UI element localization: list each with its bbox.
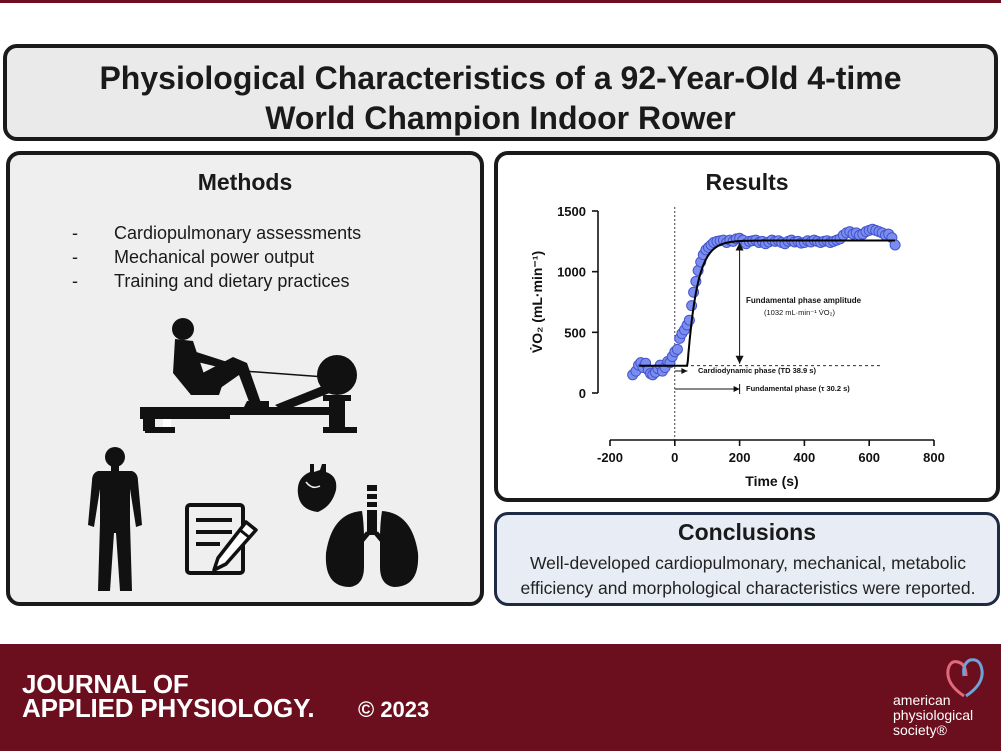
methods-item: - Mechanical power output bbox=[72, 245, 361, 269]
x-tick-label: 600 bbox=[858, 450, 880, 465]
x-tick-label: 800 bbox=[923, 450, 945, 465]
methods-item-label: Cardiopulmonary assessments bbox=[114, 223, 362, 243]
methods-heading: Methods bbox=[197, 169, 293, 195]
journal-footer: JOURNAL OF APPLIED PHYSIOLOGY. © 2023 am… bbox=[0, 644, 1001, 751]
human-body-icon bbox=[88, 447, 142, 591]
title-line-2: World Champion Indoor Rower bbox=[265, 100, 736, 136]
fundamental-arrow-head bbox=[733, 386, 740, 392]
results-panel: Results 0 500 1000 1500 -200 0 200 400 600 800 Tim… bbox=[494, 151, 1000, 502]
bullet-dash: - bbox=[72, 247, 78, 267]
conclusions-heading: Conclusions bbox=[677, 519, 816, 545]
methods-list: - Cardiopulmonary assessments - Mechanical… bbox=[72, 221, 361, 293]
heart-icon bbox=[297, 464, 337, 512]
amplitude-value: (1032 mL·min⁻¹ V̇O₂) bbox=[764, 308, 836, 317]
methods-item-label: Mechanical power output bbox=[114, 247, 315, 267]
bullet-dash: - bbox=[72, 223, 78, 243]
y-axis-label: V̇O₂ (mL·min⁻¹) bbox=[529, 251, 545, 353]
methods-panel: Methods - Cardiopulmonary assessments - Me… bbox=[6, 151, 484, 606]
conclusions-panel: Conclusions Well-developed cardiopulmona… bbox=[494, 512, 1000, 606]
journal-name-line-2: APPLIED PHYSIOLOGY. bbox=[22, 693, 315, 723]
x-tick-label: 400 bbox=[794, 450, 816, 465]
x-tick-label: 200 bbox=[729, 450, 751, 465]
society-logo-icon bbox=[946, 658, 984, 698]
fit-curve bbox=[639, 239, 896, 367]
amplitude-title: Fundamental phase amplitude bbox=[746, 296, 862, 305]
rowing-machine-icon bbox=[140, 318, 357, 433]
title-line-1: Physiological Characteristics of a 92-Ye… bbox=[99, 60, 902, 96]
chart-annotations: Fundamental phase amplitude (1032 mL·min… bbox=[674, 242, 862, 394]
y-tick-label: 1500 bbox=[557, 204, 586, 219]
journal-name: JOURNAL OF APPLIED PHYSIOLOGY. bbox=[22, 669, 315, 723]
cardiodynamic-label: Cardiodynamic phase (TD 38.9 s) bbox=[698, 366, 816, 375]
data-point bbox=[889, 239, 901, 251]
data-point bbox=[671, 343, 683, 355]
vo2-kinetics-chart: 0 500 1000 1500 -200 0 200 400 600 800 Time (s) V̇O… bbox=[529, 204, 945, 489]
bullet-dash: - bbox=[72, 271, 78, 291]
y-tick-label: 1000 bbox=[557, 265, 586, 280]
y-tick-label: 500 bbox=[564, 325, 586, 340]
amplitude-arrow-head-down bbox=[735, 355, 744, 364]
lungs-icon bbox=[325, 485, 419, 587]
x-tick-label: -200 bbox=[597, 450, 623, 465]
methods-item: - Training and dietary practices bbox=[72, 269, 361, 293]
x-axis-label: Time (s) bbox=[745, 473, 798, 489]
society-name: american physiological society® bbox=[893, 693, 973, 738]
x-tick-label: 0 bbox=[671, 450, 678, 465]
page-title: Physiological Characteristics of a 92-Ye… bbox=[7, 58, 994, 138]
title-panel: Physiological Characteristics of a 92-Ye… bbox=[3, 44, 998, 141]
methods-item: - Cardiopulmonary assessments bbox=[72, 221, 361, 245]
top-rule bbox=[0, 0, 1001, 3]
conclusions-text: Well-developed cardiopulmonary, mechanic… bbox=[520, 553, 976, 598]
chart-fit bbox=[639, 239, 896, 367]
society-name-line-2: physiological bbox=[893, 707, 974, 723]
y-tick-label: 0 bbox=[579, 386, 586, 401]
copyright-notice: © 2023 bbox=[358, 697, 430, 722]
fundamental-label: Fundamental phase (τ 30.2 s) bbox=[746, 384, 850, 393]
society-name-line-1: american bbox=[893, 692, 951, 708]
methods-item-label: Training and dietary practices bbox=[114, 271, 350, 291]
journal-name-line-1: JOURNAL OF bbox=[22, 669, 189, 699]
amplitude-arrow-head-up bbox=[735, 242, 744, 251]
results-heading: Results bbox=[705, 169, 789, 195]
society-name-line-3: society® bbox=[893, 722, 947, 738]
cardiodynamic-arrow-head bbox=[681, 368, 688, 374]
notepad-pencil-icon bbox=[185, 503, 258, 575]
chart-axes: 0 500 1000 1500 -200 0 200 400 600 800 Time (s) V̇O… bbox=[529, 204, 945, 489]
